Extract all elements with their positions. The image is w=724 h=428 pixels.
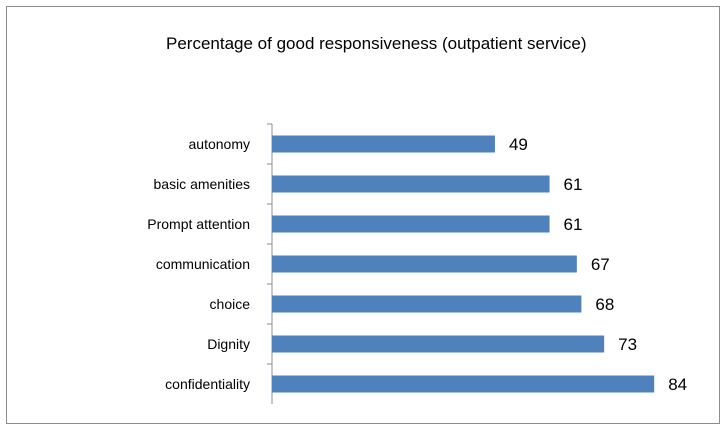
data-label: 61 [564,215,583,234]
category-labels-group: autonomy basic amenities Prompt attention c… [147,136,250,392]
category-label: choice [210,296,251,312]
bar-dignity [272,335,605,353]
data-label: 68 [595,295,614,314]
data-label: 73 [618,335,637,354]
category-label: basic amenities [154,176,251,192]
data-label: 61 [564,175,583,194]
value-labels-group: 49 61 61 67 68 73 84 [509,135,687,394]
data-label: 67 [591,255,610,274]
bar-confidentiality [272,375,655,393]
chart-title: Percentage of good responsiveness (outpa… [166,34,587,53]
bar-communication [272,255,577,273]
category-label: Dignity [207,336,250,352]
bar-basic-amenities [272,175,550,193]
category-label: confidentiality [165,376,250,392]
data-label: 49 [509,135,528,154]
bars-group [267,123,655,393]
category-label: autonomy [189,136,250,152]
data-label: 84 [668,375,687,394]
bar-autonomy [272,135,495,153]
category-label: communication [156,256,250,272]
chart-frame [6,6,720,424]
bar-choice [272,295,582,313]
category-label: Prompt attention [147,216,250,232]
bar-prompt-attention [272,215,550,233]
